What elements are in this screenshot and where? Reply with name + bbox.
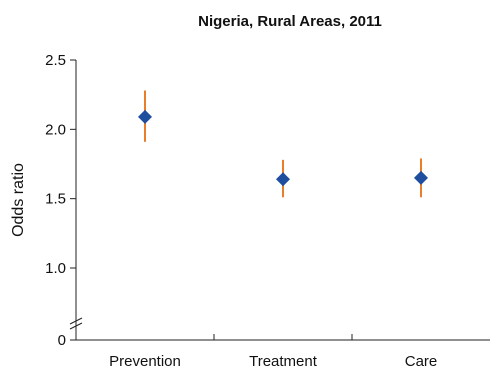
axis-break-mark	[69, 317, 83, 325]
data-point-marker	[414, 170, 428, 185]
data-point-marker	[276, 172, 290, 187]
x-tick-label: Prevention	[109, 353, 181, 370]
x-tick-label: Care	[405, 353, 438, 370]
axis-break-mark	[69, 322, 83, 330]
data-point-marker	[138, 109, 152, 124]
y-axis-ticks: 0 1.0 1.5 2.0 2.5	[45, 52, 83, 349]
data-marks	[138, 90, 428, 198]
y-tick-label: 2.5	[45, 52, 66, 69]
y-tick-label: 2.0	[45, 121, 66, 138]
y-axis-title: Odds ratio	[10, 163, 27, 237]
y-tick-label: 1.5	[45, 191, 66, 208]
x-axis-ticks: Prevention Treatment Care	[109, 334, 437, 370]
y-tick-label: 1.0	[45, 260, 66, 277]
x-tick-label: Treatment	[249, 353, 318, 370]
chart-title: Nigeria, Rural Areas, 2011	[198, 13, 382, 30]
y-tick-label: 0	[58, 332, 66, 349]
